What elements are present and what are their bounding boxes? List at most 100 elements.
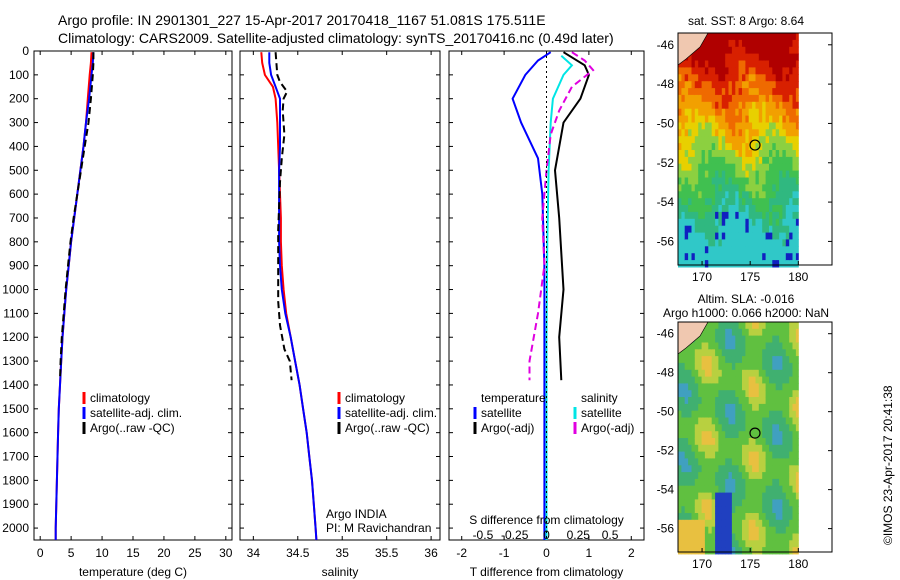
- sla-map-cell: [715, 547, 719, 555]
- sla-map-cell: [785, 499, 790, 507]
- sst-map-cell: [738, 74, 743, 82]
- sst-map-cell: [684, 218, 689, 227]
- sla-map-cell: [725, 547, 730, 555]
- sst-map-cell: [691, 129, 696, 137]
- sla-map-cell: [745, 369, 750, 378]
- sla-map-cell: [701, 362, 706, 371]
- sla-map-cell: [775, 349, 780, 357]
- sla-map-cell: [725, 403, 730, 412]
- sla-map-cell: [765, 540, 770, 548]
- sst-map-cell: [725, 205, 730, 213]
- sla-map-cell: [701, 519, 706, 528]
- sla-map-cell: [735, 540, 740, 548]
- sla-map-cell: [721, 417, 726, 425]
- sla-map-cell: [779, 342, 783, 350]
- sla-map-cell: [681, 485, 686, 493]
- sst-map-cell: [738, 191, 743, 199]
- sst-map-cell: [789, 184, 794, 192]
- sst-map-cell: [711, 143, 716, 151]
- sla-map-cell: [711, 431, 716, 439]
- sst-map-cell: [681, 74, 686, 82]
- sla-map-cell: [684, 513, 689, 521]
- sst-map-cell: [795, 150, 799, 158]
- sst-map-cell: [752, 101, 756, 110]
- sst-map-cell: [752, 88, 756, 96]
- salinity-xlabel: salinity: [322, 565, 359, 579]
- sst-map-cell: [708, 81, 713, 89]
- sla-map-cell: [782, 519, 787, 528]
- sla-map-cell: [725, 342, 730, 350]
- sst-map-cell: [694, 60, 699, 68]
- header-line2: Climatology: CARS2009. Satellite-adjuste…: [58, 30, 614, 46]
- sst-map-cell: [755, 81, 760, 89]
- temperature-frame: [33, 50, 233, 541]
- sla-map-cell: [728, 431, 733, 439]
- sla-map-cell: [752, 485, 756, 493]
- sla-map-cell: [779, 519, 783, 528]
- sst-map-cell: [715, 150, 719, 158]
- sla-map-cell: [758, 349, 763, 357]
- sst-map-cell: [728, 163, 733, 172]
- sst-map-cell: [698, 122, 703, 130]
- sst-map-cell: [688, 53, 692, 61]
- sla-map-cell: [721, 458, 726, 466]
- sla-map-cell: [711, 492, 716, 500]
- sla-map-cell: [782, 362, 787, 371]
- sst-map-cell: [738, 60, 743, 68]
- sst-map-cell: [785, 67, 790, 75]
- sst-map-cell: [782, 67, 787, 75]
- sst-map-cell: [691, 177, 696, 185]
- temperature-series-line: [54, 52, 95, 540]
- sst-map-cell: [691, 143, 696, 151]
- sla-map-cell: [721, 472, 726, 480]
- sst-map-cell: [779, 115, 783, 123]
- sst-map-cell: [694, 246, 699, 254]
- sst-map-cell: [785, 108, 790, 117]
- sst-map-cell: [684, 211, 689, 220]
- sst-map-cell: [748, 150, 753, 158]
- sla-map-cell: [698, 410, 703, 418]
- sla-map-cell: [725, 438, 730, 446]
- sla-map-cell: [755, 513, 760, 521]
- sst-map-cell: [762, 115, 767, 123]
- sst-map-cell: [721, 198, 726, 206]
- sst-map-cell: [775, 136, 780, 144]
- sst-map-cell: [688, 239, 692, 247]
- sst-map-cell: [755, 163, 760, 172]
- sst-map-cell: [779, 218, 783, 227]
- sla-map-cell: [691, 533, 696, 541]
- sst-map-cell: [745, 205, 750, 213]
- sla-map-cell: [779, 478, 783, 487]
- sst-map-cell: [772, 53, 777, 61]
- sla-map-cell: [772, 472, 777, 480]
- sst-map-cell: [735, 198, 740, 206]
- sst-map-cell: [745, 191, 750, 199]
- sla-map-cell: [708, 513, 713, 521]
- sla-map-cell: [742, 335, 746, 343]
- sst-map-cell: [765, 81, 770, 89]
- sla-map-cell: [752, 349, 756, 357]
- sst-map-cell: [738, 253, 743, 261]
- sla-map-cell: [779, 417, 783, 425]
- sst-map-cell: [775, 115, 780, 123]
- sst-map-cell: [752, 198, 756, 206]
- sla-map-cell: [708, 383, 713, 391]
- sst-map-cell: [735, 122, 740, 130]
- sst-map-cell: [721, 205, 726, 213]
- sla-map-cell: [738, 438, 743, 446]
- sla-map-cell: [694, 424, 699, 432]
- sst-map-cell: [704, 156, 709, 165]
- sla-map-cell: [684, 519, 689, 528]
- sla-map-cell: [735, 519, 740, 528]
- sst-map-cell: [752, 211, 756, 220]
- sst-map-cell: [782, 74, 787, 82]
- difference-series-line: [553, 51, 590, 381]
- sst-map-cell: [772, 81, 777, 89]
- sst-map-cell: [731, 39, 736, 48]
- sst-map-cell: [792, 253, 797, 261]
- sla-map-cell: [704, 403, 709, 412]
- sla-map-cell: [721, 376, 726, 384]
- sla-map-cell: [772, 369, 777, 378]
- sst-map-cell: [701, 101, 706, 110]
- sla-map-cell: [785, 424, 790, 432]
